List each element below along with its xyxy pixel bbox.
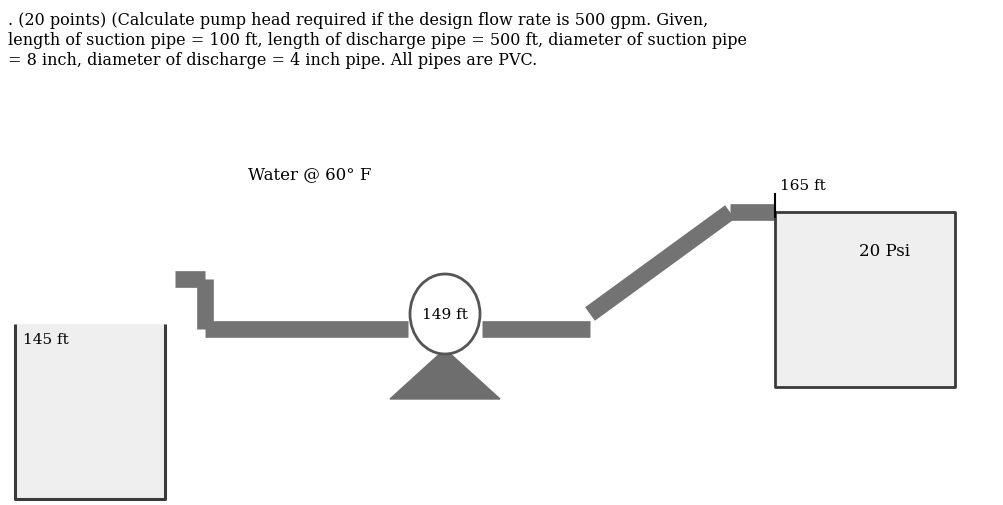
Text: 149 ft: 149 ft [421, 308, 467, 321]
Text: 20 Psi: 20 Psi [859, 242, 910, 260]
Polygon shape [389, 349, 499, 399]
Text: . (20 points) (Calculate pump head required if the design flow rate is 500 gpm. : . (20 points) (Calculate pump head requi… [8, 12, 707, 29]
Polygon shape [774, 213, 954, 387]
Text: = 8 inch, diameter of discharge = 4 inch pipe. All pipes are PVC.: = 8 inch, diameter of discharge = 4 inch… [8, 52, 537, 69]
Text: Water @ 60° F: Water @ 60° F [248, 166, 371, 183]
Text: 145 ft: 145 ft [23, 332, 68, 346]
Text: length of suction pipe = 100 ft, length of discharge pipe = 500 ft, diameter of : length of suction pipe = 100 ft, length … [8, 32, 746, 49]
Polygon shape [15, 324, 164, 499]
Text: 165 ft: 165 ft [779, 179, 824, 192]
Ellipse shape [409, 274, 479, 355]
